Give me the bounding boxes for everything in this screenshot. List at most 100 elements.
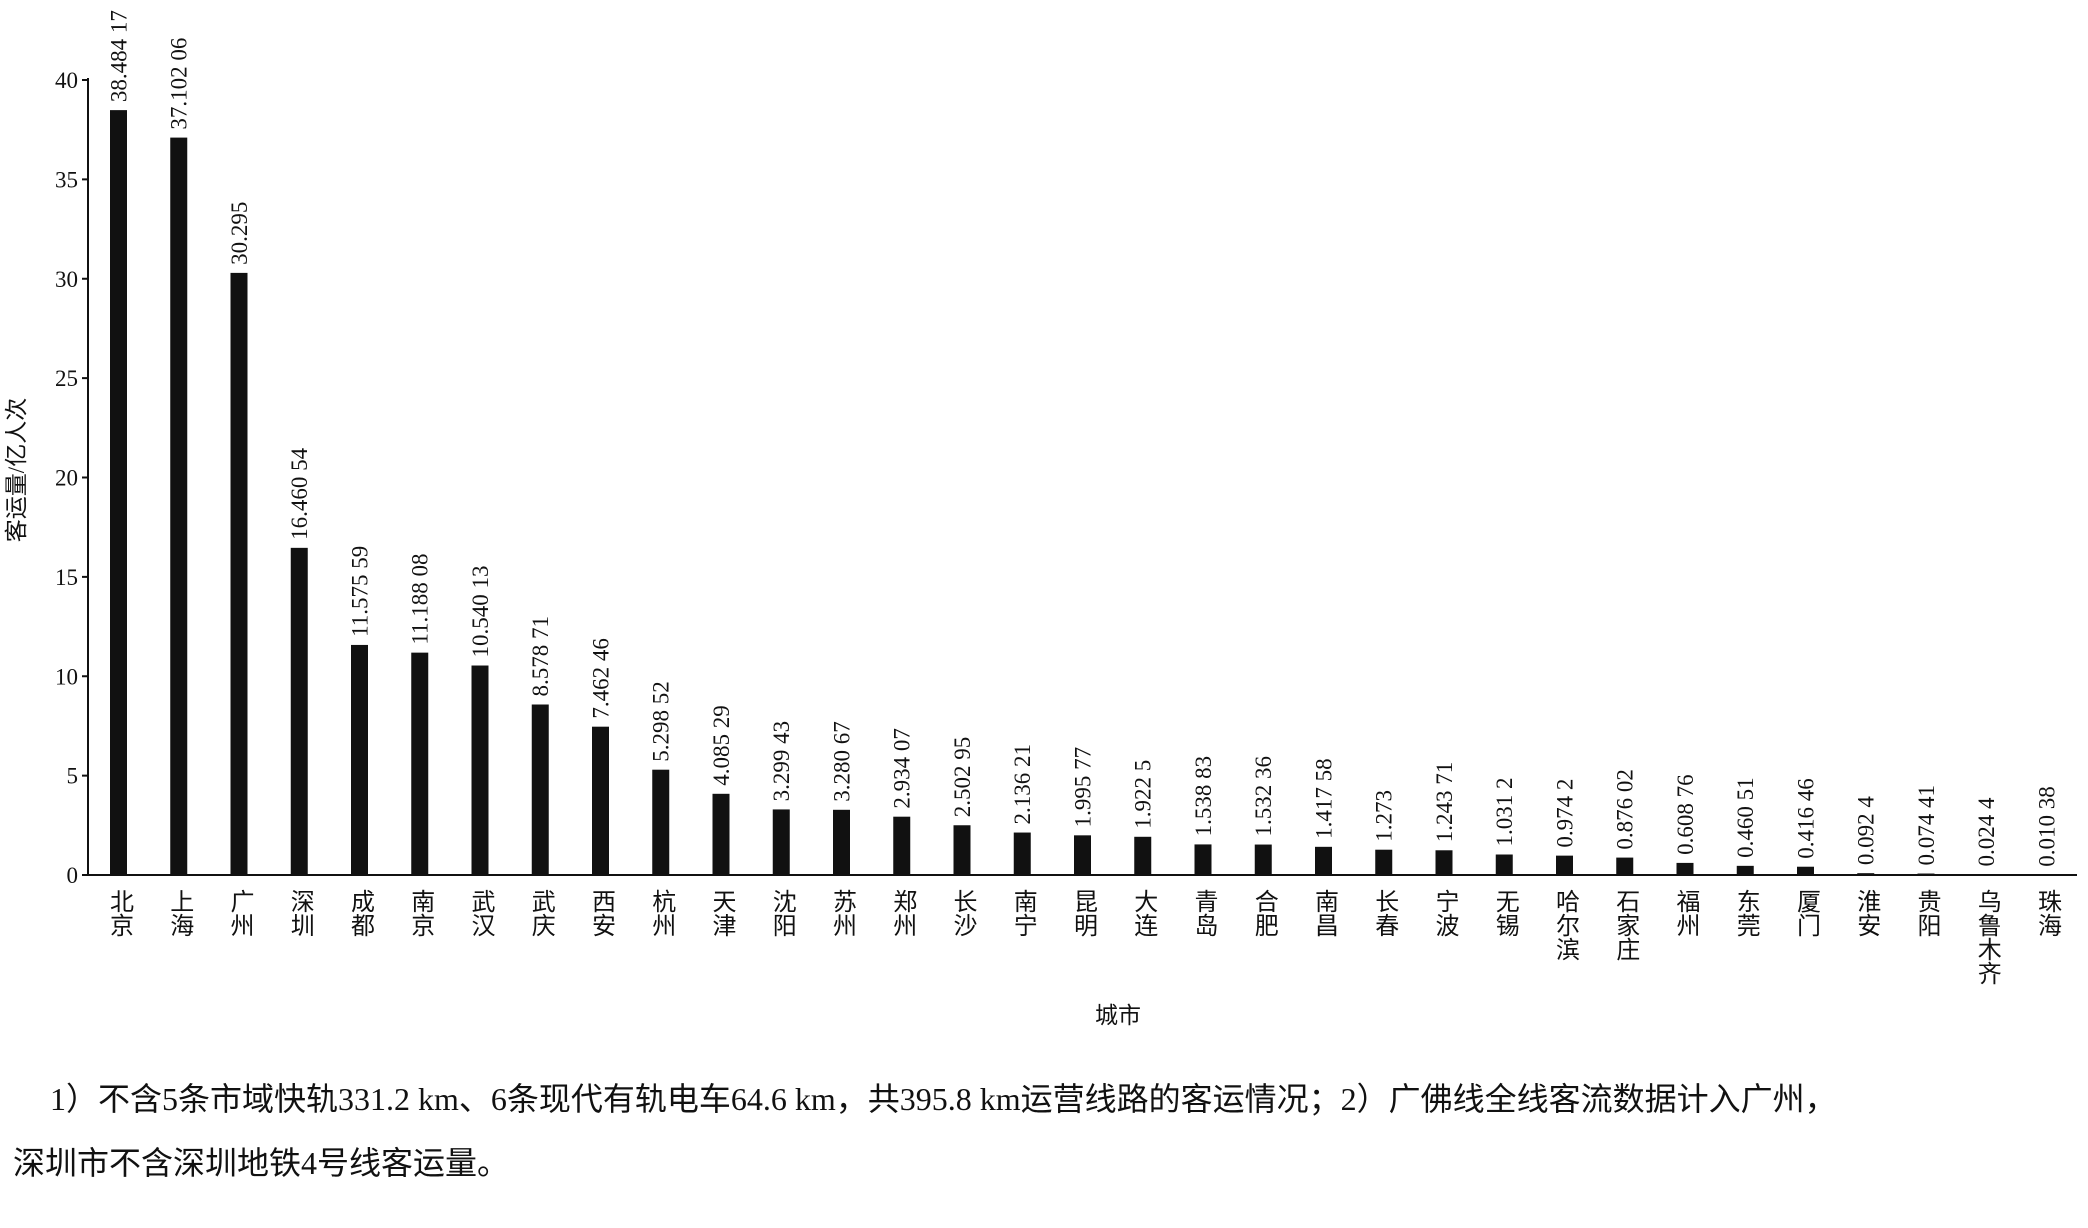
value-label: 1.273 [1372, 790, 1397, 842]
value-label: 1.243 71 [1432, 762, 1457, 843]
bar [1857, 873, 1875, 875]
x-tick-label: 哈尔滨 [1552, 889, 1580, 961]
x-tick-label: 厦门 [1793, 889, 1821, 937]
value-label: 0.608 76 [1673, 774, 1698, 855]
bar [1616, 857, 1634, 875]
value-label: 1.417 58 [1312, 758, 1337, 839]
bar [230, 272, 248, 876]
value-label: 38.484 17 [107, 10, 132, 102]
x-tick-label: 昆明 [1070, 889, 1097, 937]
value-label: 2.136 21 [1010, 744, 1035, 825]
y-tick-label: 0 [67, 863, 79, 888]
bar [1074, 835, 1091, 875]
bar [110, 110, 127, 875]
x-axis-label: 城市 [1095, 1003, 1141, 1028]
x-tick-label: 沈阳 [768, 889, 795, 937]
x-tick-label: 南昌 [1311, 889, 1338, 937]
x-tick-label: 青岛 [1190, 889, 1217, 937]
bar [351, 644, 368, 875]
bar [1917, 873, 1935, 875]
bar [1556, 855, 1573, 875]
bar [1736, 865, 1754, 875]
value-label: 3.299 43 [769, 721, 794, 802]
bar [1134, 836, 1152, 875]
y-tick-label: 10 [55, 664, 78, 689]
x-tick-label: 南宁 [1009, 889, 1036, 937]
value-label: 11.188 08 [408, 553, 433, 644]
value-label: 1.995 77 [1071, 747, 1096, 828]
bar [170, 137, 188, 875]
bar [1254, 844, 1272, 875]
x-tick-label: 北京 [106, 889, 134, 937]
x-tick-label: 杭州 [648, 889, 676, 937]
bar [290, 547, 308, 875]
x-tick-label: 乌鲁木齐 [1973, 889, 2001, 985]
value-label: 11.575 59 [348, 546, 373, 637]
value-label: 1.532 36 [1251, 756, 1276, 837]
x-tick-label: 珠海 [2034, 889, 2061, 937]
value-label: 0.416 46 [1794, 778, 1819, 859]
bar [471, 665, 489, 875]
x-tick-label: 广州 [226, 889, 254, 937]
value-label: 16.460 54 [287, 447, 312, 540]
x-tick-label: 南京 [407, 889, 434, 937]
bar [1676, 862, 1694, 875]
bar [893, 816, 911, 875]
x-tick-label: 天津 [708, 889, 736, 937]
bar [1797, 866, 1814, 875]
bar [652, 769, 670, 875]
y-tick-label: 25 [55, 366, 78, 391]
value-label: 1.922 5 [1131, 760, 1156, 829]
bar [953, 825, 971, 875]
y-tick-label: 20 [55, 466, 78, 491]
bar [411, 652, 429, 875]
value-label: 4.085 29 [709, 705, 734, 786]
x-tick-label: 武汉 [467, 889, 494, 937]
value-label: 1.031 2 [1492, 778, 1517, 847]
value-label: 1.538 83 [1191, 756, 1216, 837]
bar [592, 726, 609, 875]
value-label: 37.102 06 [167, 38, 192, 130]
value-label: 5.298 52 [649, 681, 674, 762]
bar [1194, 844, 1212, 875]
x-tick-label: 长沙 [949, 889, 977, 937]
x-tick-label: 淮安 [1853, 889, 1881, 937]
x-tick-label: 成都 [347, 889, 375, 937]
x-tick-label: 合肥 [1250, 889, 1278, 937]
x-tick-label: 郑州 [889, 889, 917, 937]
x-tick-label: 武庆 [527, 889, 555, 937]
y-axis-label: 客运量/亿人次 [4, 398, 29, 542]
value-label: 7.462 46 [589, 638, 614, 719]
bar [772, 809, 790, 875]
bar [833, 809, 850, 875]
x-tick-label: 东莞 [1732, 889, 1760, 937]
value-label: 10.540 13 [468, 566, 493, 658]
value-label: 2.502 95 [950, 737, 975, 818]
footnote: 1）不含5条市域快轨331.2 km、6条现代有轨电车64.6 km，共395.… [50, 1081, 1837, 1117]
bar [1435, 850, 1453, 875]
bar [1315, 846, 1332, 875]
y-tick-label: 5 [67, 764, 79, 789]
x-tick-label: 西安 [588, 889, 615, 937]
x-tick-label: 上海 [166, 889, 193, 937]
y-tick-label: 35 [55, 167, 78, 192]
value-label: 3.280 67 [830, 721, 855, 802]
bar [1495, 854, 1513, 875]
x-tick-label: 石家庄 [1612, 889, 1640, 961]
value-label: 30.295 [227, 202, 252, 265]
bar [531, 704, 549, 875]
x-tick-label: 大连 [1130, 889, 1158, 937]
y-tick-label: 40 [55, 68, 78, 93]
bar [1013, 832, 1031, 875]
bar [712, 793, 730, 875]
x-tick-label: 福州 [1672, 889, 1700, 937]
value-label: 8.578 71 [528, 616, 553, 697]
y-tick-label: 15 [55, 565, 78, 590]
value-label: 0.074 41 [1914, 785, 1939, 866]
x-tick-label: 深圳 [286, 889, 314, 937]
value-label: 2.934 07 [890, 728, 915, 809]
value-label: 0.010 38 [2035, 786, 2060, 867]
bar [1375, 849, 1393, 875]
